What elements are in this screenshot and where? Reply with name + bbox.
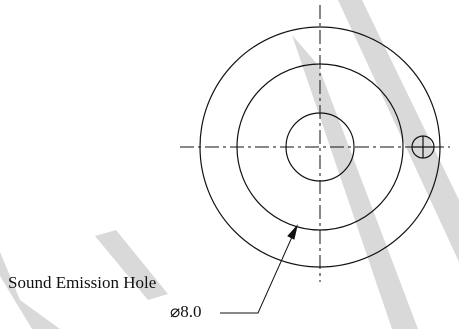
center-lines bbox=[180, 5, 450, 282]
leader-arrowhead bbox=[287, 224, 298, 240]
outer-circle bbox=[199, 26, 441, 268]
concentric-circles bbox=[199, 26, 441, 268]
sound-emission-hole-label: Sound Emission Hole bbox=[8, 273, 157, 292]
watermark-stroke-lower-left bbox=[95, 230, 168, 300]
inner-circle bbox=[285, 112, 355, 182]
middle-circle bbox=[236, 63, 404, 231]
leader-line bbox=[220, 224, 298, 314]
circle-cross-datum-icon bbox=[411, 135, 435, 159]
diameter-dimension-label: ⌀8.0 bbox=[170, 302, 202, 321]
watermark-stroke-bottom-left bbox=[0, 252, 60, 329]
watermark-stroke-diagonal bbox=[292, 35, 418, 329]
